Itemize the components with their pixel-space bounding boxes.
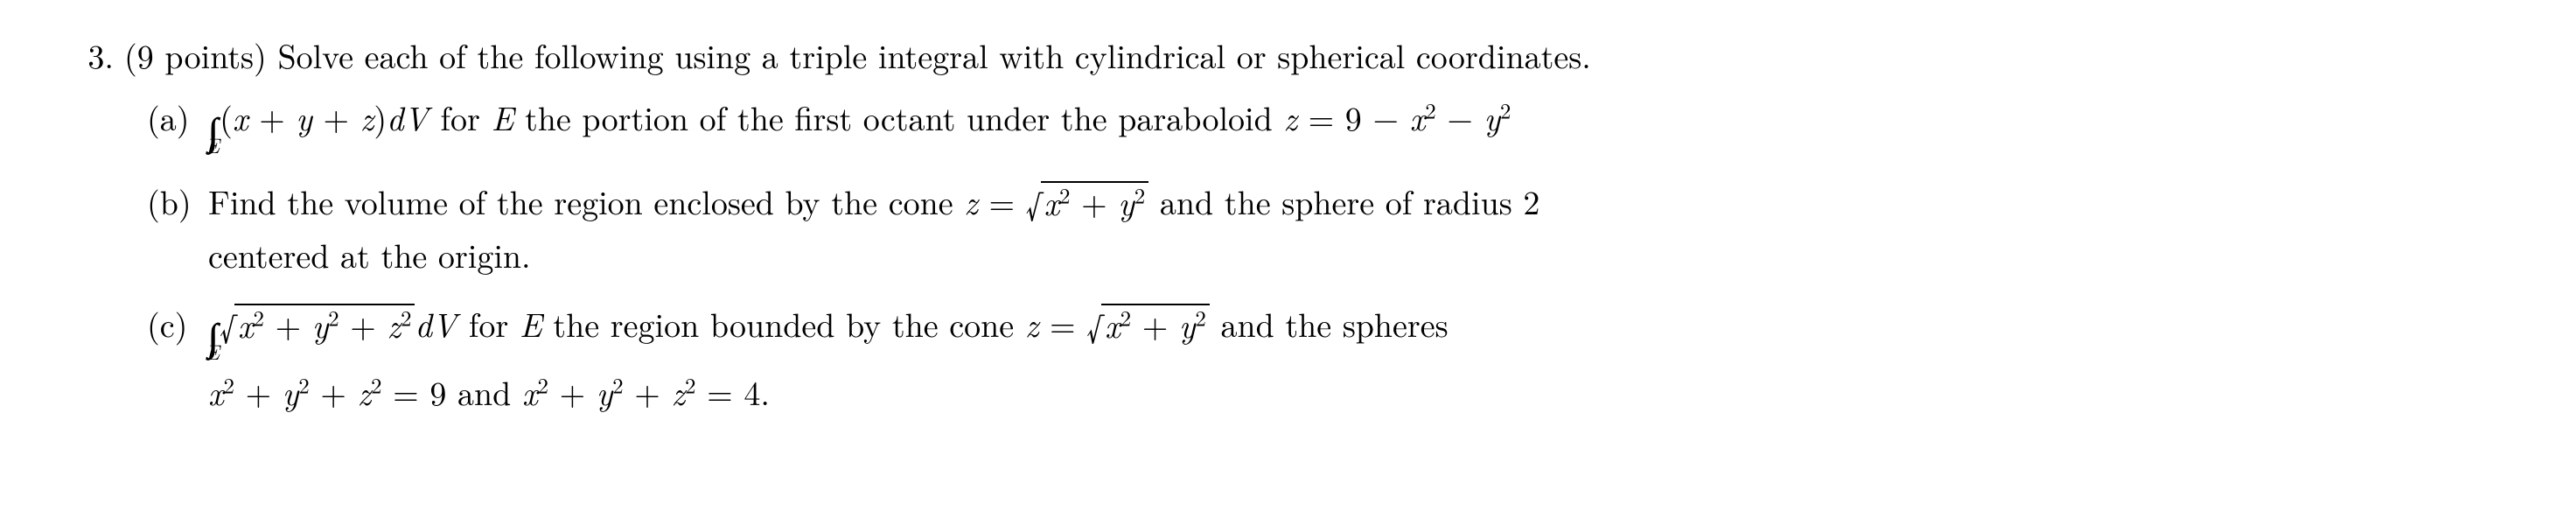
part-b: (b) Find the volume of the region enclos… [147,178,2515,279]
points: (9 points) [124,32,267,79]
part-a: (a) ∫∫∫ E (x + y + z)dV for E the portio… [147,94,2515,157]
part-c: (c) ∫∫∫ E √x2 + y2 + z2dV for E the regi… [147,300,2515,416]
part-a-label: (a) [147,94,208,142]
problem-body: (9 points) Solve each of the following u… [124,33,2515,438]
stem: Solve each of the following using a trip… [277,32,1590,79]
part-c-cone: z = √x2 + y2 [1025,300,1210,347]
part-c-text: ∫∫∫ E √x2 + y2 + z2dV for E the region b… [208,300,2515,416]
part-b-label: (b) [147,178,208,226]
sqrt-icon: √x2 + y2 + z2 [220,304,415,344]
part-b-text: Find the volume of the region enclosed b… [208,178,2515,279]
parts-container: (a) ∫∫∫ E (x + y + z)dV for E the portio… [147,94,2515,416]
part-a-integral: ∫∫∫ E (x + y + z)dV [208,94,440,141]
part-b-cone: z = √x2 + y2 [964,178,1148,225]
sqrt-icon: √x2 + y2 [1026,181,1149,221]
part-c-sphere1: x2 + y2 + z2 = 9 [208,368,446,416]
part-b-line2: centered at the origin. [208,231,2515,279]
problem-3: 3. (9 points) Solve each of the followin… [61,33,2515,438]
sqrt-icon: √x2 + y2 [1086,304,1210,344]
problem-number: 3. [61,33,114,78]
part-a-equation: z = 9 − x2 − y2 [1283,94,1511,141]
part-c-line2: x2 + y2 + z2 = 9 and x2 + y2 + z2 = 4. [208,368,2515,416]
part-a-text: ∫∫∫ E (x + y + z)dV for E the portion of… [208,94,2515,157]
part-c-sphere2: x2 + y2 + z2 = 4. [522,368,770,416]
part-c-integral: ∫∫∫ E √x2 + y2 + z2dV [208,300,469,347]
part-c-label: (c) [147,300,208,348]
